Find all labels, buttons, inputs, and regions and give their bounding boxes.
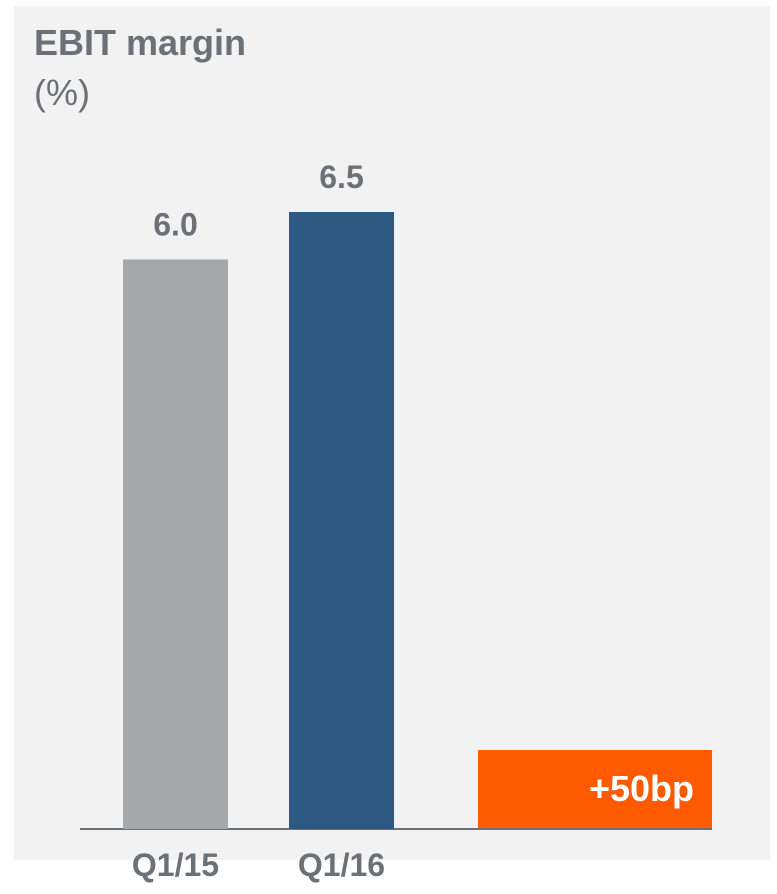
bar-q1-16: [289, 212, 394, 829]
chart-title: EBIT margin (%): [34, 18, 246, 118]
chart-title-text: EBIT margin: [34, 22, 247, 63]
change-badge: +50bp: [478, 750, 712, 828]
category-label: Q1/16: [298, 847, 385, 883]
change-badge-label: +50bp: [588, 768, 694, 809]
bar-q1-15: [123, 259, 228, 829]
bar-value-label: 6.0: [153, 206, 197, 242]
category-label: Q1/15: [132, 847, 219, 883]
chart-subtitle: (%): [34, 72, 90, 113]
bar-value-label: 6.5: [319, 159, 363, 195]
